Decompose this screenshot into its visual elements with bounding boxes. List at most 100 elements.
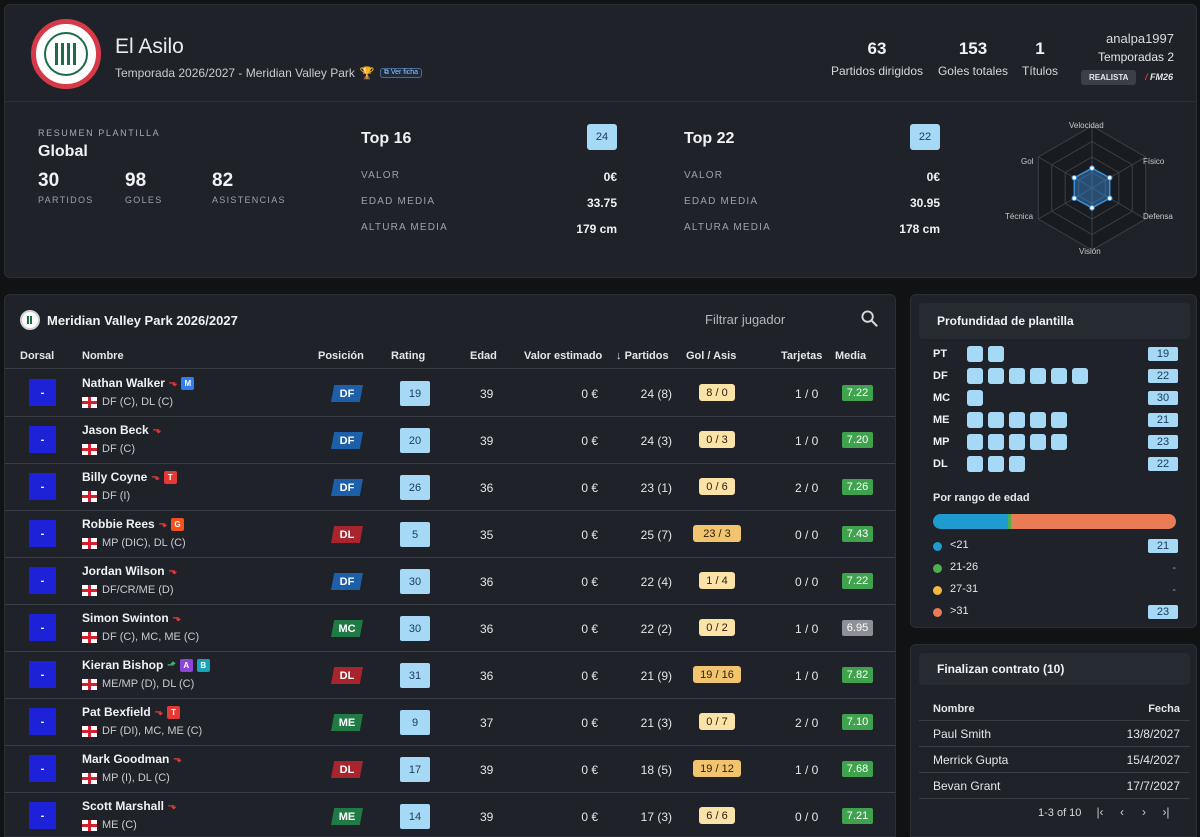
contract-row[interactable]: Merrick Gupta 15/4/2027 bbox=[919, 747, 1190, 773]
depth-player-square[interactable] bbox=[1030, 412, 1046, 428]
depth-player-square[interactable] bbox=[1051, 412, 1067, 428]
col-partidos[interactable]: ↓ Partidos bbox=[616, 350, 669, 362]
depth-player-square[interactable] bbox=[967, 434, 983, 450]
depth-player-square[interactable] bbox=[967, 412, 983, 428]
rating-badge: 17 bbox=[400, 757, 430, 782]
col-media[interactable]: Media bbox=[835, 350, 867, 362]
filter-player-input[interactable] bbox=[705, 307, 855, 331]
depth-player-square[interactable] bbox=[988, 412, 1004, 428]
table-row[interactable]: - Jordan Wilson ⬎ DF/CR/ME (D) DF 30 36 0 € 22 (… bbox=[5, 558, 895, 605]
depth-player-square[interactable] bbox=[1030, 434, 1046, 450]
ver-ficha-link[interactable]: ⧉ Ver ficha bbox=[379, 68, 423, 78]
dorsal-number: - bbox=[29, 520, 56, 547]
depth-player-square[interactable] bbox=[988, 368, 1004, 384]
table-row[interactable]: - Jason Beck ⬎ DF (C) DF 20 39 0 € 24 (3) 0 / 3 1 … bbox=[5, 417, 895, 464]
player-name[interactable]: Simon Swinton bbox=[82, 611, 169, 625]
col-contract-date[interactable]: Fecha bbox=[1148, 703, 1180, 715]
last-page-icon[interactable]: ›| bbox=[1162, 805, 1170, 819]
table-row[interactable]: - Nathan Walker ⬎ M DF (C), DL (C) DF 19 39 0 € 2… bbox=[5, 370, 895, 417]
table-row[interactable]: - Kieran Bishop ⬏ A B ME/MP (D), DL (C) DL 31 36… bbox=[5, 652, 895, 699]
depth-player-square[interactable] bbox=[1072, 368, 1088, 384]
depth-player-square[interactable] bbox=[1009, 434, 1025, 450]
depth-player-square[interactable] bbox=[967, 390, 983, 406]
table-row[interactable]: - Pat Bexfield ⬎ T DF (DI), MC, ME (C) ME 9 37 0… bbox=[5, 699, 895, 746]
next-page-icon[interactable]: › bbox=[1142, 805, 1146, 819]
player-name-line[interactable]: Pat Bexfield ⬎ T bbox=[82, 705, 181, 719]
player-name-line[interactable]: Nathan Walker ⬎ M bbox=[82, 376, 195, 390]
first-page-icon[interactable]: |‹ bbox=[1096, 805, 1104, 819]
depth-player-square[interactable] bbox=[1051, 434, 1067, 450]
col-contract-name[interactable]: Nombre bbox=[933, 703, 975, 715]
depth-player-square[interactable] bbox=[988, 456, 1004, 472]
age-range-bar bbox=[933, 514, 1176, 529]
player-name-line[interactable]: Mark Goodman ⬎ bbox=[82, 752, 182, 766]
dorsal-number: - bbox=[29, 379, 56, 406]
col-dorsal[interactable]: Dorsal bbox=[20, 350, 55, 362]
contract-player-name: Paul Smith bbox=[933, 727, 992, 741]
player-name-line[interactable]: Jordan Wilson ⬎ bbox=[82, 564, 177, 578]
username: analpa1997 bbox=[1106, 31, 1174, 46]
resumen-label: RESUMEN PLANTILLA bbox=[38, 128, 161, 138]
player-name[interactable]: Nathan Walker bbox=[82, 376, 165, 390]
table-row[interactable]: - Robbie Rees ⬎ G MP (DIC), DL (C) DL 5 35 0 € 25… bbox=[5, 511, 895, 558]
player-name[interactable]: Mark Goodman bbox=[82, 752, 170, 766]
media-badge: 7.20 bbox=[842, 432, 873, 448]
player-name[interactable]: Billy Coyne bbox=[82, 470, 148, 484]
radar-label: Gol bbox=[1021, 157, 1034, 166]
positions-text: MP (DIC), DL (C) bbox=[102, 537, 186, 549]
depth-player-square[interactable] bbox=[967, 346, 983, 362]
depth-player-square[interactable] bbox=[1051, 368, 1067, 384]
age-range-count: 23 bbox=[1148, 605, 1178, 619]
col-valor[interactable]: Valor estimado bbox=[524, 350, 603, 362]
goals-assists-badge: 23 / 3 bbox=[693, 525, 741, 542]
prev-page-icon[interactable]: ‹ bbox=[1120, 805, 1124, 819]
player-name-line[interactable]: Billy Coyne ⬎ T bbox=[82, 470, 177, 484]
position-badge: ME bbox=[331, 808, 363, 825]
england-flag-icon bbox=[82, 396, 97, 408]
depth-player-square[interactable] bbox=[988, 434, 1004, 450]
col-gol-asis[interactable]: Gol / Asis bbox=[686, 350, 737, 362]
depth-player-square[interactable] bbox=[1009, 368, 1025, 384]
player-name-line[interactable]: Scott Marshall ⬎ bbox=[82, 799, 176, 813]
depth-player-square[interactable] bbox=[1009, 456, 1025, 472]
players-header: Meridian Valley Park 2026/2027 bbox=[5, 295, 895, 345]
player-name[interactable]: Pat Bexfield bbox=[82, 705, 151, 719]
contract-row[interactable]: Bevan Grant 17/7/2027 bbox=[919, 773, 1190, 799]
depth-player-square[interactable] bbox=[1009, 412, 1025, 428]
contract-row[interactable]: Paul Smith 13/8/2027 bbox=[919, 721, 1190, 747]
col-edad[interactable]: Edad bbox=[470, 350, 497, 362]
trophy-icon: 🏆 bbox=[359, 66, 375, 80]
value-cell: 0 € bbox=[581, 575, 598, 589]
col-tarjetas[interactable]: Tarjetas bbox=[781, 350, 823, 362]
col-nombre[interactable]: Nombre bbox=[82, 350, 124, 362]
rating-badge: 14 bbox=[400, 804, 430, 829]
table-row[interactable]: - Billy Coyne ⬎ T DF (I) DF 26 36 0 € 23 (1) 0 / 6… bbox=[5, 464, 895, 511]
depth-player-square[interactable] bbox=[1030, 368, 1046, 384]
player-name-line[interactable]: Robbie Rees ⬎ G bbox=[82, 517, 185, 531]
table-row[interactable]: - Simon Swinton ⬎ DF (C), MC, ME (C) MC 30 36 0… bbox=[5, 605, 895, 652]
player-name[interactable]: Jason Beck bbox=[82, 423, 149, 437]
table-row[interactable]: - Scott Marshall ⬎ ME (C) ME 14 39 0 € 17 (3) 6 /… bbox=[5, 793, 895, 836]
depth-player-square[interactable] bbox=[967, 368, 983, 384]
value-cell: 0 € bbox=[581, 763, 598, 777]
player-name-line[interactable]: Simon Swinton ⬎ bbox=[82, 611, 181, 625]
player-name-line[interactable]: Kieran Bishop ⬏ A B bbox=[82, 658, 210, 672]
player-name[interactable]: Robbie Rees bbox=[82, 517, 155, 531]
col-rating[interactable]: Rating bbox=[391, 350, 426, 362]
player-name[interactable]: Jordan Wilson bbox=[82, 564, 165, 578]
dorsal-number: - bbox=[29, 426, 56, 453]
depth-position: DF bbox=[933, 370, 948, 382]
trend-down-icon: ⬎ bbox=[154, 706, 164, 718]
depth-player-square[interactable] bbox=[988, 346, 1004, 362]
cards-cell: 1 / 0 bbox=[795, 434, 819, 448]
col-posicion[interactable]: Posición bbox=[318, 350, 364, 362]
depth-player-square[interactable] bbox=[967, 456, 983, 472]
temporadas-count: Temporadas 2 bbox=[1097, 50, 1174, 64]
player-name[interactable]: Scott Marshall bbox=[82, 799, 165, 813]
table-row[interactable]: - Mark Goodman ⬎ MP (I), DL (C) DL 17 39 0 €18 … bbox=[5, 746, 895, 793]
player-name-line[interactable]: Jason Beck ⬎ bbox=[82, 423, 161, 437]
england-flag-icon bbox=[82, 725, 97, 737]
search-icon[interactable] bbox=[861, 310, 878, 327]
player-positions: DF (C) bbox=[82, 443, 135, 455]
player-name[interactable]: Kieran Bishop bbox=[82, 658, 164, 672]
